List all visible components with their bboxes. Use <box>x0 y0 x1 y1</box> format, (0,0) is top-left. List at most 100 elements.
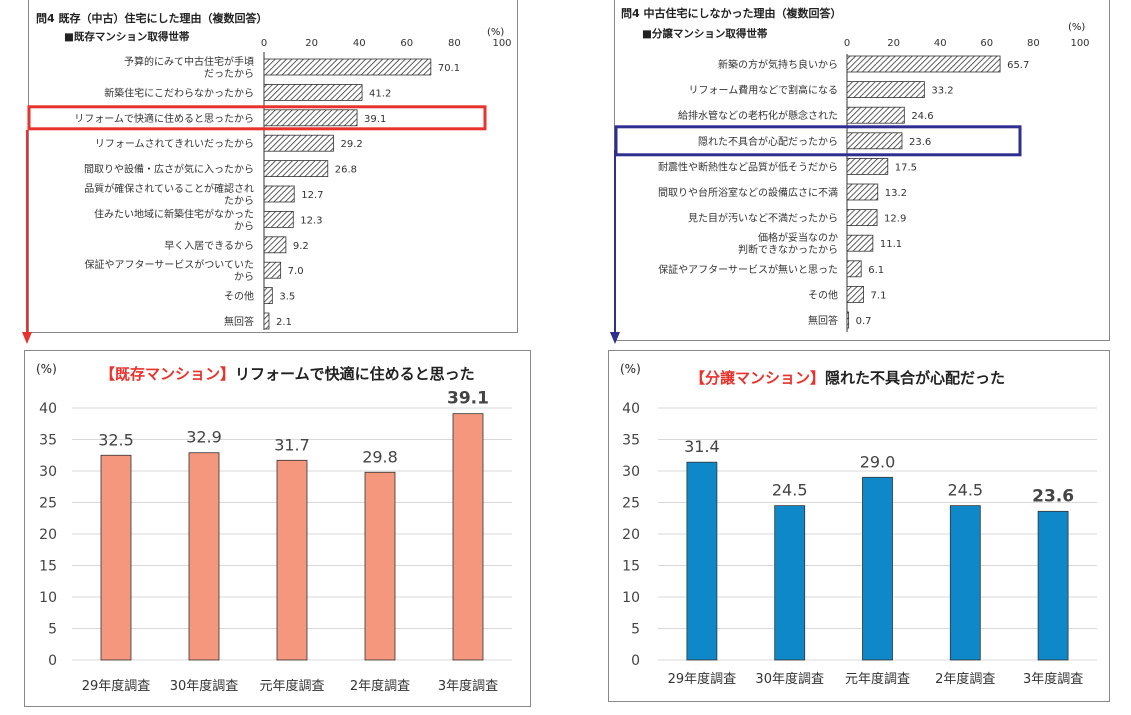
bl-category-label: 30年度調査 <box>170 678 239 694</box>
tl-category-label: その他 <box>224 290 254 303</box>
tl-tick-label: 20 <box>305 38 318 49</box>
bottom-left-title: 【既存マンション】リフォームで快適に住めると思った <box>100 363 475 384</box>
br-y-tick-label: 35 <box>622 433 640 449</box>
tr-value-label: 23.6 <box>909 137 931 148</box>
tr-tick-label: 60 <box>980 38 993 49</box>
tr-category-label: 新築の方が気持ち良いから <box>718 58 838 71</box>
tl-bar <box>263 287 273 305</box>
br-value-label: 29.0 <box>860 452 896 471</box>
tr-value-label: 65.7 <box>1007 60 1029 71</box>
top-right-unit: (%) <box>1068 22 1086 33</box>
br-category-label: 元年度調査 <box>845 671 910 687</box>
bl-value-label: 31.7 <box>274 435 310 454</box>
tl-tick-label: 100 <box>492 38 511 49</box>
bl-category-label: 3年度調査 <box>438 678 498 694</box>
tl-category-label: 予算的にみて中古住宅が手頃 <box>124 55 254 68</box>
bottom-right-unit: (%) <box>620 362 641 376</box>
tl-tick-label: 40 <box>353 38 366 49</box>
tl-category-label: だったから <box>204 68 254 80</box>
br-y-tick-label: 15 <box>622 559 640 575</box>
tl-bar <box>263 160 329 178</box>
top-left-unit: (%) <box>487 27 505 38</box>
bottom-left-title-text: リフォームで快適に住めると思った <box>235 365 475 383</box>
tr-category-label: 判断できなかったから <box>738 243 838 256</box>
br-bar <box>1037 510 1069 661</box>
bl-y-tick-label: 30 <box>39 464 57 480</box>
tr-bar <box>846 55 1001 73</box>
bl-y-tick-label: 5 <box>48 622 57 638</box>
tr-value-label: 13.2 <box>885 188 907 199</box>
top-right-chart-panel: 問4 中古住宅にしなかった理由（複数回答） ■分譲マンション取得世帯 (%) 0… <box>600 0 1131 345</box>
top-right-subtitle: ■分譲マンション取得世帯 <box>642 28 768 40</box>
tr-tick-label: 0 <box>844 38 850 49</box>
tr-tick-label: 80 <box>1027 38 1040 49</box>
tr-highlight-box <box>614 125 1022 157</box>
tr-value-label: 7.1 <box>871 290 887 301</box>
bl-category-label: 29年度調査 <box>82 678 151 694</box>
tr-value-label: 0.7 <box>856 316 872 327</box>
top-left-question: 問4 既存（中古）住宅にした理由（複数回答） <box>36 12 268 25</box>
tl-bar <box>263 312 270 330</box>
bl-y-tick-label: 20 <box>39 527 57 543</box>
bl-bar <box>364 471 396 661</box>
tr-tick-label: 40 <box>934 38 947 49</box>
bl-value-label: 29.8 <box>362 447 398 466</box>
tl-tick-label: 0 <box>261 38 267 49</box>
bl-bar <box>188 452 220 661</box>
tl-value-label: 39.1 <box>364 114 386 125</box>
tr-category-label: 価格が妥当なのか <box>758 231 838 244</box>
br-value-label: 24.5 <box>772 481 808 500</box>
red-arrow <box>22 130 32 344</box>
tl-bar <box>263 84 363 101</box>
bottom-right-title-bracket: 【分譲マンション】 <box>690 369 826 387</box>
tr-category-label: 耐震性や断熱性など品質が低そうだから <box>658 160 838 173</box>
tl-tick-label: 80 <box>448 38 461 49</box>
br-value-label: 24.5 <box>947 481 983 500</box>
tl-category-label: 住みたい地域に新築住宅がなかった <box>94 207 254 220</box>
tl-bar <box>263 261 282 279</box>
bottom-right-chart-panel: (%) 【分譲マンション】隠れた不具合が心配だった 0 5 10 15 20 25 30 35… <box>600 345 1131 715</box>
tl-category-label: たから <box>224 195 254 207</box>
bl-bar <box>452 413 484 661</box>
tl-category-label: 品質が確保されていることが確認され <box>84 182 254 195</box>
tr-bar <box>846 311 850 329</box>
br-bar <box>686 461 718 661</box>
bl-y-tick-label: 10 <box>39 590 57 606</box>
tr-value-label: 11.1 <box>880 239 902 250</box>
tr-bar <box>846 157 889 175</box>
top-left-chart-panel: 問4 既存（中古）住宅にした理由（複数回答） ■既存マンション取得世帯 (%) … <box>0 0 540 345</box>
bl-y-tick-label: 40 <box>39 401 57 417</box>
tl-bar <box>263 109 358 127</box>
bottom-right-title: 【分譲マンション】隠れた不具合が心配だった <box>690 367 1005 388</box>
tr-category-label: 見た目が汚いなど不満だったから <box>688 212 838 225</box>
tl-highlight-box <box>27 105 487 131</box>
bl-y-tick-label: 0 <box>48 653 57 669</box>
br-category-label: 2年度調査 <box>935 671 995 687</box>
br-y-tick-label: 25 <box>622 496 640 512</box>
tr-bar <box>846 260 862 278</box>
bottom-left-chart-panel: (%) 【既存マンション】リフォームで快適に住めると思った 0 5 10 15 20 25… <box>0 345 540 715</box>
tr-category-label: 隠れた不具合が心配だったから <box>698 135 838 148</box>
tr-value-label: 6.1 <box>868 265 884 276</box>
bl-y-tick-label: 15 <box>39 559 57 575</box>
bl-y-tick-label: 25 <box>39 496 57 512</box>
blue-arrow <box>610 150 620 344</box>
bottom-right-bar-chart: 0 5 10 15 20 25 30 35 40 31.4 29年度調査 24.5 30年度調査 29.0… <box>622 401 1097 687</box>
tl-bar <box>263 58 432 76</box>
tl-value-label: 29.2 <box>340 139 362 150</box>
tl-value-label: 41.2 <box>369 88 391 99</box>
bottom-right-title-text: 隠れた不具合が心配だった <box>825 369 1006 387</box>
br-bar <box>862 476 893 661</box>
br-y-tick-label: 20 <box>622 527 640 543</box>
tr-bar <box>846 285 864 303</box>
bl-category-label: 2年度調査 <box>350 678 410 694</box>
tl-bar <box>263 134 334 152</box>
tl-bar <box>263 185 295 203</box>
tl-value-label: 9.2 <box>293 241 309 252</box>
tr-bar <box>846 81 925 98</box>
br-y-tick-label: 40 <box>622 401 640 417</box>
top-right-question: 問4 中古住宅にしなかった理由（複数回答） <box>621 7 842 20</box>
tl-category-label: 保証やアフターサービスがついていた <box>85 258 255 271</box>
tl-tick-label: 60 <box>400 38 413 49</box>
tl-value-label: 3.5 <box>279 292 295 303</box>
